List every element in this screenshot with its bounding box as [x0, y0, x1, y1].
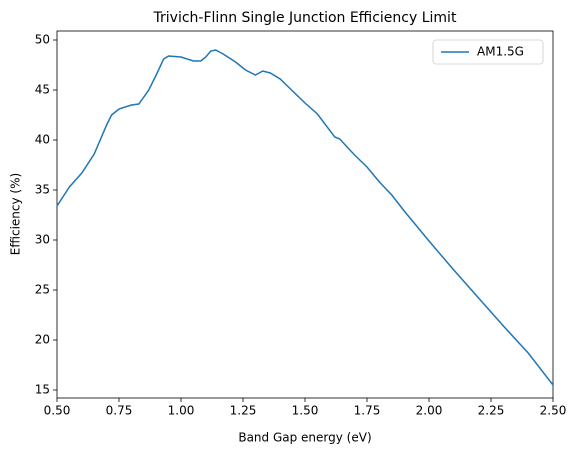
- y-tick-label: 30: [35, 233, 50, 247]
- x-tick-label: 0.75: [106, 404, 133, 418]
- x-tick-label: 1.25: [230, 404, 257, 418]
- y-tick-label: 35: [35, 183, 50, 197]
- x-tick-label: 2.50: [540, 404, 567, 418]
- chart-title: Trivich-Flinn Single Junction Efficiency…: [153, 10, 457, 26]
- x-tick-label: 1.00: [168, 404, 195, 418]
- y-axis-label: Efficiency (%): [9, 173, 23, 255]
- data-line: [56, 49, 554, 386]
- x-tick-label: 0.50: [44, 404, 71, 418]
- x-tick-label: 2.25: [478, 404, 505, 418]
- x-tick-label: 1.50: [292, 404, 319, 418]
- x-axis-label: Band Gap energy (eV): [238, 431, 371, 445]
- y-tick-label: 45: [35, 83, 50, 97]
- y-tick-label: 20: [35, 333, 50, 347]
- y-tick-label: 15: [35, 383, 50, 397]
- y-tick-label: 25: [35, 283, 50, 297]
- x-tick-label: 2.00: [416, 404, 443, 418]
- plot-frame: [56, 30, 554, 399]
- y-tick-label: 50: [35, 33, 50, 47]
- y-tick-label: 40: [35, 133, 50, 147]
- legend-label: AM1.5G: [477, 45, 524, 59]
- x-tick-label: 1.75: [354, 404, 381, 418]
- legend-box: [432, 39, 544, 65]
